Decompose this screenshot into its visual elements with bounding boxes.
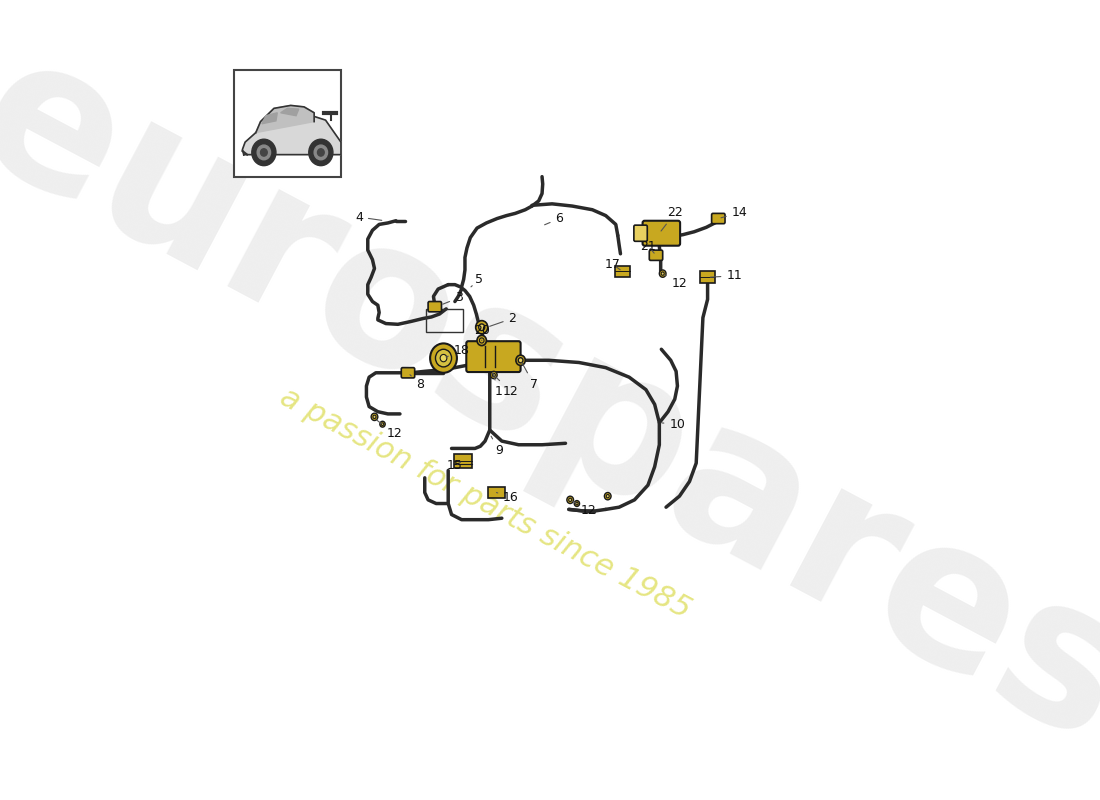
Bar xyxy=(615,266,630,278)
Circle shape xyxy=(575,502,579,505)
Text: 11: 11 xyxy=(711,270,742,282)
Text: a passion for parts since 1985: a passion for parts since 1985 xyxy=(275,382,695,625)
Bar xyxy=(488,486,505,498)
Text: 20: 20 xyxy=(474,325,490,341)
Circle shape xyxy=(661,272,664,275)
Circle shape xyxy=(574,501,580,506)
Text: 12: 12 xyxy=(666,275,688,290)
Text: 21: 21 xyxy=(640,240,657,253)
Circle shape xyxy=(566,496,573,503)
Text: 12: 12 xyxy=(376,420,403,440)
FancyBboxPatch shape xyxy=(466,341,520,372)
Circle shape xyxy=(309,139,333,166)
Circle shape xyxy=(477,335,486,346)
Circle shape xyxy=(606,494,609,498)
Text: 8: 8 xyxy=(410,374,424,391)
Text: 4: 4 xyxy=(355,210,382,223)
Circle shape xyxy=(518,358,522,363)
Text: 16: 16 xyxy=(496,491,519,504)
Circle shape xyxy=(491,371,497,378)
Text: 17: 17 xyxy=(604,258,620,270)
Circle shape xyxy=(478,324,485,330)
Circle shape xyxy=(430,343,456,373)
Bar xyxy=(701,271,715,283)
Circle shape xyxy=(475,321,487,334)
Text: 15: 15 xyxy=(447,459,463,472)
Text: 18: 18 xyxy=(447,344,470,358)
Text: 12: 12 xyxy=(573,502,596,518)
Circle shape xyxy=(516,355,526,366)
FancyBboxPatch shape xyxy=(428,302,441,312)
Circle shape xyxy=(257,145,271,160)
Circle shape xyxy=(659,270,666,278)
Circle shape xyxy=(373,415,376,418)
Circle shape xyxy=(436,350,452,367)
FancyBboxPatch shape xyxy=(634,225,647,242)
Bar xyxy=(453,454,472,467)
Circle shape xyxy=(318,149,324,156)
FancyBboxPatch shape xyxy=(402,368,415,378)
Bar xyxy=(426,309,463,332)
Circle shape xyxy=(440,354,447,362)
Polygon shape xyxy=(256,106,315,133)
Polygon shape xyxy=(280,108,299,116)
Text: 2: 2 xyxy=(490,312,516,326)
Text: 22: 22 xyxy=(661,206,683,231)
Circle shape xyxy=(382,423,384,426)
FancyBboxPatch shape xyxy=(649,250,662,260)
Bar xyxy=(233,70,341,177)
Text: 5: 5 xyxy=(471,273,483,287)
Circle shape xyxy=(261,149,267,156)
Text: 3: 3 xyxy=(442,291,463,304)
Circle shape xyxy=(604,493,612,500)
Text: 14: 14 xyxy=(720,206,748,219)
Text: 9: 9 xyxy=(491,436,503,457)
FancyBboxPatch shape xyxy=(642,221,680,246)
Circle shape xyxy=(371,413,377,421)
Polygon shape xyxy=(262,113,277,124)
Circle shape xyxy=(569,498,572,502)
Polygon shape xyxy=(242,114,341,154)
Text: 6: 6 xyxy=(544,212,563,225)
Text: 12: 12 xyxy=(496,377,519,398)
Text: 7: 7 xyxy=(521,362,538,391)
Circle shape xyxy=(315,145,328,160)
Circle shape xyxy=(252,139,276,166)
Text: eurospares: eurospares xyxy=(0,16,1100,786)
Circle shape xyxy=(493,374,495,377)
Text: 1: 1 xyxy=(493,373,503,398)
FancyBboxPatch shape xyxy=(712,214,725,224)
Text: 10: 10 xyxy=(662,418,685,430)
Circle shape xyxy=(379,422,385,427)
